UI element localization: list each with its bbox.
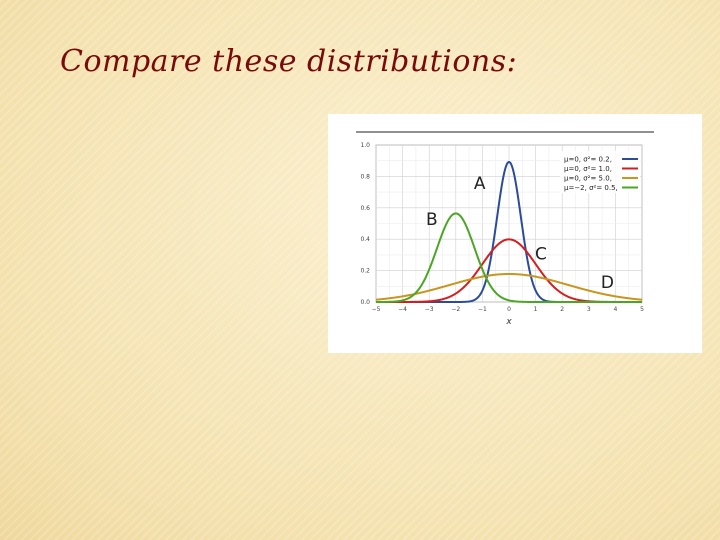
x-tick-label: 5 — [640, 306, 644, 313]
y-tick-label: 0.0 — [360, 299, 370, 306]
legend-label: μ=0, σ²= 1.0, — [564, 165, 612, 173]
normal-distribution-chart: −5 −4 −3 −2 −1 0 1 2 3 4 5 0.0 0.2 0.4 0.6 0.8 1.0 x μ=0,… — [356, 131, 654, 327]
y-tick-label: 0.2 — [360, 268, 370, 275]
x-tick-label: −4 — [398, 306, 407, 313]
chart-frame: −5 −4 −3 −2 −1 0 1 2 3 4 5 0.0 0.2 0.4 0.6 0.8 1.0 x μ=0,… — [328, 114, 702, 353]
series-line — [375, 272, 643, 301]
annotation-label: D — [601, 273, 614, 293]
x-tick-label: −1 — [478, 306, 487, 313]
x-tick-label: −2 — [451, 306, 460, 313]
slide-title: Compare these distributions: — [60, 44, 518, 79]
x-tick-label: −5 — [372, 306, 381, 313]
y-tick-label: 1.0 — [360, 142, 370, 149]
x-tick-label: 4 — [613, 306, 617, 313]
legend-label: μ=−2, σ²= 0.5, — [564, 184, 618, 192]
legend-label: μ=0, σ²= 5.0, — [564, 175, 612, 183]
x-axis-label: x — [505, 317, 512, 327]
series-layer — [375, 160, 643, 303]
y-tick-label: 0.8 — [360, 173, 370, 180]
y-tick-label: 0.4 — [360, 236, 370, 243]
annotation-label: B — [426, 210, 438, 230]
x-tick-label: 0 — [507, 306, 511, 313]
x-tick-label: 3 — [587, 306, 591, 313]
series-line — [375, 212, 643, 303]
annotation-label: A — [474, 174, 486, 194]
annotations: A B C D — [426, 174, 614, 293]
legend-label: μ=0, σ²= 0.2, — [564, 156, 612, 164]
y-tick-label: 0.6 — [360, 205, 370, 212]
x-tick-label: −3 — [425, 306, 434, 313]
axis-layer: −5 −4 −3 −2 −1 0 1 2 3 4 5 0.0 0.2 0.4 0.6 0.8 1.0 x — [360, 142, 644, 327]
annotation-label: C — [535, 245, 547, 265]
legend: μ=0, σ²= 0.2,μ=0, σ²= 1.0, μ=0, σ²= 5.0,μ… — [560, 151, 640, 193]
x-tick-label: 1 — [534, 306, 538, 313]
x-tick-label: 2 — [560, 306, 564, 313]
